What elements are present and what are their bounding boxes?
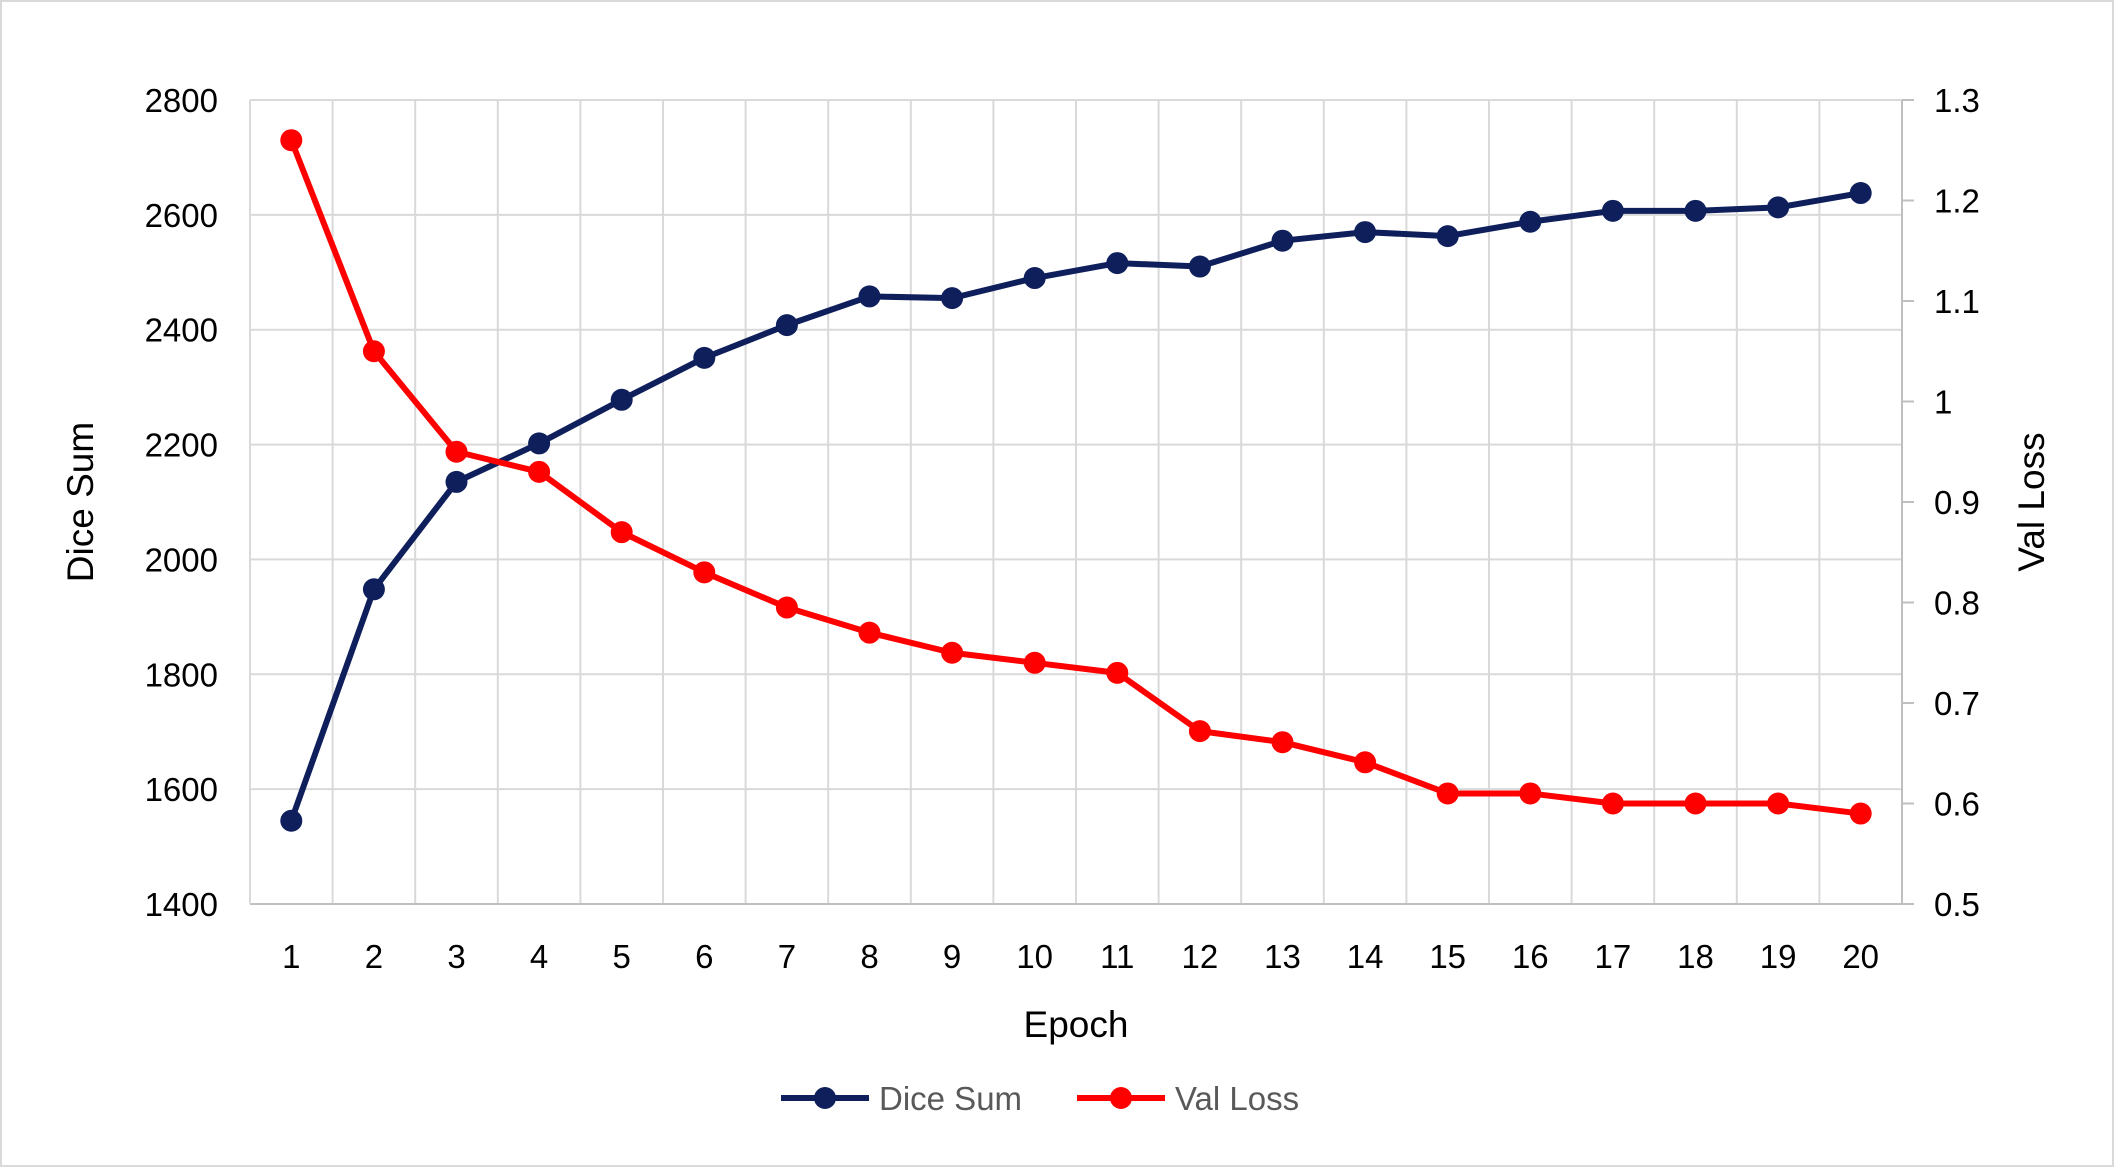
dice-sum-point xyxy=(1023,267,1046,290)
x-tick-label: 16 xyxy=(1512,938,1549,975)
val-loss-point xyxy=(1188,720,1211,743)
y-right-tick-label: 1.1 xyxy=(1934,283,1980,320)
legend-label-dice-sum: Dice Sum xyxy=(879,1080,1022,1117)
val-loss-point xyxy=(362,340,385,363)
dice-sum-point xyxy=(362,578,385,601)
y-right-tick-label: 1 xyxy=(1934,384,1952,421)
x-tick-label: 3 xyxy=(447,938,465,975)
y-left-tick-label: 1800 xyxy=(145,656,218,693)
y-left-tick-label: 1400 xyxy=(145,886,218,923)
dice-sum-point xyxy=(528,432,551,455)
dice-sum-point xyxy=(445,470,468,493)
val-loss-point xyxy=(1519,782,1542,805)
val-loss-point xyxy=(1436,782,1459,805)
y-right-tick-label: 0.7 xyxy=(1934,685,1980,722)
dice-sum-point xyxy=(1767,196,1790,219)
dice-sum-point xyxy=(693,346,716,369)
axes-layer xyxy=(249,99,1914,905)
y-left-tick-label: 2600 xyxy=(145,197,218,234)
y-right-tick-label: 1.3 xyxy=(1934,82,1980,119)
dice-sum-point xyxy=(280,809,303,832)
val-loss-point xyxy=(1601,792,1624,815)
x-tick-label: 8 xyxy=(860,938,878,975)
dice-sum-point xyxy=(1106,252,1129,275)
legend-swatch-marker-val-loss xyxy=(1110,1087,1132,1109)
x-tick-label: 10 xyxy=(1016,938,1053,975)
val-loss-point xyxy=(1354,751,1377,774)
dice-sum-point xyxy=(1271,229,1294,252)
dice-sum-point xyxy=(1601,199,1624,222)
y-left-tick-label: 2200 xyxy=(145,427,218,464)
x-tick-label: 14 xyxy=(1347,938,1384,975)
y-right-axis-title: Val Loss xyxy=(2011,432,2052,571)
val-loss-point xyxy=(1684,792,1707,815)
dice-sum-line xyxy=(288,190,1864,824)
labels-layer: 1400 1600 1800 2000 2200 2400 2600 2800 0.5 0.6 0.… xyxy=(60,82,2052,1045)
dice-sum-point xyxy=(1188,255,1211,278)
val-loss-point xyxy=(1106,661,1129,684)
x-tick-label: 9 xyxy=(943,938,961,975)
x-tick-label: 13 xyxy=(1264,938,1301,975)
val-loss-point xyxy=(445,440,468,463)
val-loss-line xyxy=(288,137,1864,817)
x-tick-label: 6 xyxy=(695,938,713,975)
val-loss-point xyxy=(1849,802,1872,825)
x-tick-label: 17 xyxy=(1595,938,1632,975)
dice-sum-point xyxy=(1849,182,1872,205)
val-loss-point xyxy=(610,521,633,544)
legend: Dice Sum Val Loss xyxy=(781,1080,1299,1117)
dice-sum-point xyxy=(1436,225,1459,248)
y-left-tick-label: 2000 xyxy=(145,541,218,578)
dice-sum-point xyxy=(1354,221,1377,244)
y-right-tick-label: 0.8 xyxy=(1934,585,1980,622)
x-axis-title: Epoch xyxy=(1024,1004,1129,1045)
x-tick-label: 18 xyxy=(1677,938,1714,975)
y-left-axis-title: Dice Sum xyxy=(60,422,101,582)
dice-sum-point xyxy=(941,287,964,310)
val-loss-point xyxy=(528,460,551,483)
y-right-tick-label: 0.5 xyxy=(1934,886,1980,923)
y-right-tick-label: 1.2 xyxy=(1934,183,1980,220)
x-tick-label: 4 xyxy=(530,938,548,975)
x-tick-label: 15 xyxy=(1429,938,1466,975)
grid-layer xyxy=(250,99,1902,904)
dice-sum-point xyxy=(858,285,881,308)
val-loss-point xyxy=(858,621,881,644)
val-loss-point xyxy=(1023,651,1046,674)
dice-sum-point xyxy=(610,388,633,411)
y-left-tick-label: 2800 xyxy=(145,82,218,119)
x-tick-label: 5 xyxy=(613,938,631,975)
x-tick-label: 11 xyxy=(1100,938,1134,975)
y-right-tick-label: 0.9 xyxy=(1934,484,1980,521)
y-right-tick-label: 0.6 xyxy=(1934,786,1980,823)
val-loss-point xyxy=(941,641,964,664)
x-tick-label: 20 xyxy=(1842,938,1879,975)
dice-sum-point xyxy=(775,314,798,337)
legend-swatch-marker-dice-sum xyxy=(814,1087,836,1109)
x-tick-label: 7 xyxy=(778,938,796,975)
x-tick-label: 12 xyxy=(1182,938,1219,975)
y-left-tick-label: 2400 xyxy=(145,312,218,349)
series-layer xyxy=(280,129,1872,832)
val-loss-point xyxy=(1767,792,1790,815)
val-loss-point xyxy=(693,561,716,584)
x-tick-label: 1 xyxy=(282,938,300,975)
val-loss-point xyxy=(1271,731,1294,754)
val-loss-point xyxy=(775,596,798,619)
x-tick-label: 19 xyxy=(1760,938,1797,975)
x-tick-label: 2 xyxy=(365,938,383,975)
y-left-tick-label: 1600 xyxy=(145,771,218,808)
dice-sum-point xyxy=(1519,210,1542,233)
dice-sum-point xyxy=(1684,199,1707,222)
val-loss-point xyxy=(280,129,303,152)
legend-label-val-loss: Val Loss xyxy=(1175,1080,1299,1117)
